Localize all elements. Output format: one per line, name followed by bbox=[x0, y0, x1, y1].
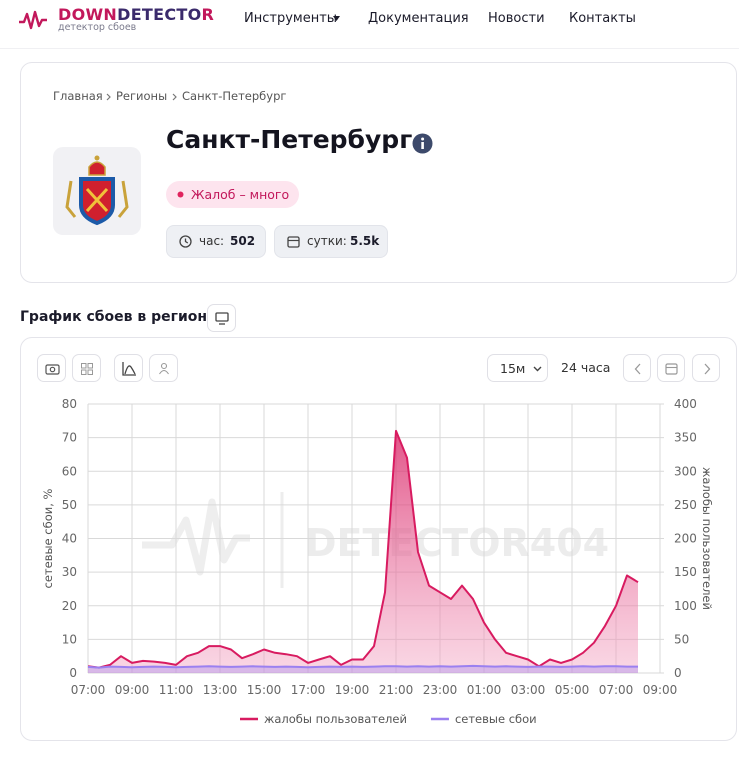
x-tick-label: 11:00 bbox=[159, 683, 194, 697]
watermark-text: DETECTOR404 bbox=[305, 521, 609, 565]
camera-icon bbox=[45, 364, 60, 375]
x-tick-label: 01:00 bbox=[467, 683, 502, 697]
region-title: Санкт-Петербург bbox=[166, 125, 413, 154]
embed-button[interactable] bbox=[207, 304, 236, 332]
chart-type-button[interactable] bbox=[114, 354, 143, 382]
y-tick-label: 40 bbox=[62, 532, 77, 546]
y2-tick-label: 100 bbox=[674, 599, 697, 613]
breadcrumb-sep bbox=[172, 93, 177, 101]
x-tick-label: 07:00 bbox=[599, 683, 634, 697]
logo-r: R bbox=[201, 5, 215, 24]
y-tick-label: 70 bbox=[62, 431, 77, 445]
status-dot bbox=[177, 191, 184, 198]
nav-link[interactable]: Инструменты bbox=[244, 11, 338, 26]
grid-button[interactable] bbox=[72, 354, 101, 382]
interval-select[interactable]: 15м bbox=[487, 354, 548, 382]
stat-label: сутки: bbox=[307, 234, 347, 248]
grid bbox=[87, 403, 661, 674]
interval-value: 15м bbox=[500, 361, 526, 376]
x-tick-label: 17:00 bbox=[291, 683, 326, 697]
logo-text[interactable]: DOWNDETECTOR bbox=[58, 5, 214, 24]
user-button[interactable] bbox=[149, 354, 178, 382]
watermark: DETECTOR404 bbox=[142, 492, 609, 588]
nav-link[interactable]: Контакты bbox=[569, 11, 636, 26]
y-tick-label: 60 bbox=[62, 464, 77, 478]
header-divider bbox=[0, 48, 739, 49]
y-tick-label: 50 bbox=[62, 498, 77, 512]
x-tick-label: 23:00 bbox=[423, 683, 458, 697]
dropdown-caret bbox=[333, 16, 340, 21]
y-tick-label: 80 bbox=[62, 397, 77, 411]
stat-day: сутки: 5.5k bbox=[274, 225, 388, 258]
breadcrumb[interactable]: Регионы bbox=[116, 89, 168, 103]
series-line bbox=[87, 429, 639, 669]
logo-detecto: DETECTO bbox=[117, 5, 202, 24]
breadcrumb: Санкт-Петербург bbox=[182, 89, 287, 103]
y-tick-label: 30 bbox=[62, 565, 77, 579]
y2-tick-label: 0 bbox=[674, 666, 682, 680]
monitor-icon bbox=[215, 312, 229, 325]
breadcrumb-sep bbox=[106, 93, 111, 101]
calendar-icon bbox=[287, 236, 300, 248]
y-tick-label: 20 bbox=[62, 599, 77, 613]
y2-tick-label: 200 bbox=[674, 532, 697, 546]
y2-tick-label: 350 bbox=[674, 431, 697, 445]
nav-link[interactable]: Новости bbox=[488, 11, 545, 26]
stat-value: 502 bbox=[230, 234, 256, 248]
screenshot-button[interactable] bbox=[37, 354, 66, 382]
grid-icon bbox=[81, 363, 93, 375]
prev-button[interactable] bbox=[623, 354, 651, 382]
series-line bbox=[87, 664, 638, 669]
calendar-icon bbox=[665, 363, 678, 375]
y-tick-label: 0 bbox=[69, 666, 77, 680]
x-tick-label: 19:00 bbox=[335, 683, 370, 697]
coat-of-arms bbox=[53, 147, 141, 235]
status-text: Жалоб – много bbox=[191, 187, 290, 202]
x-tick-label: 07:00 bbox=[71, 683, 106, 697]
calendar-button[interactable] bbox=[657, 354, 685, 382]
area-icon bbox=[122, 362, 136, 376]
x-tick-label: 05:00 bbox=[555, 683, 590, 697]
section-title: График сбоев в регионе bbox=[20, 309, 217, 325]
breadcrumb[interactable]: Главная bbox=[53, 89, 103, 103]
user-icon bbox=[159, 362, 169, 375]
legend-label: жалобы пользователей bbox=[264, 712, 407, 726]
logo-down: DOWN bbox=[58, 5, 118, 24]
y2-tick-label: 50 bbox=[674, 632, 689, 646]
y-axis-title: сетевые сбои, % bbox=[41, 488, 55, 588]
chevron-right bbox=[704, 363, 711, 375]
select-caret bbox=[533, 366, 542, 372]
x-tick-label: 21:00 bbox=[379, 683, 414, 697]
nav-link[interactable]: Документация bbox=[368, 11, 469, 26]
x-tick-label: 09:00 bbox=[115, 683, 150, 697]
x-tick-label: 09:00 bbox=[643, 683, 678, 697]
range-label: 24 часа bbox=[561, 360, 611, 375]
status-badge: Жалоб – много bbox=[166, 181, 299, 208]
y2-tick-label: 150 bbox=[674, 565, 697, 579]
clock-icon bbox=[179, 235, 192, 248]
x-tick-label: 13:00 bbox=[203, 683, 238, 697]
logo-icon[interactable] bbox=[18, 9, 48, 31]
y-tick-label: 10 bbox=[62, 632, 77, 646]
y2-tick-label: 250 bbox=[674, 498, 697, 512]
y2-tick-label: 400 bbox=[674, 397, 697, 411]
legend-label: сетевые сбои bbox=[455, 712, 537, 726]
x-tick-label: 03:00 bbox=[511, 683, 546, 697]
next-button[interactable] bbox=[692, 354, 720, 382]
watermark-icon bbox=[142, 498, 250, 576]
stat-value: 5.5k bbox=[350, 234, 380, 248]
chevron-left bbox=[634, 363, 641, 375]
y2-tick-label: 300 bbox=[674, 464, 697, 478]
stat-label: час: bbox=[199, 234, 225, 248]
info-icon[interactable] bbox=[412, 133, 433, 154]
stat-hour: час: 502 bbox=[166, 225, 266, 258]
logo-tagline: детектор сбоев bbox=[58, 22, 137, 33]
y2-axis-title: жалобы пользователей bbox=[700, 467, 714, 610]
x-tick-label: 15:00 bbox=[247, 683, 282, 697]
